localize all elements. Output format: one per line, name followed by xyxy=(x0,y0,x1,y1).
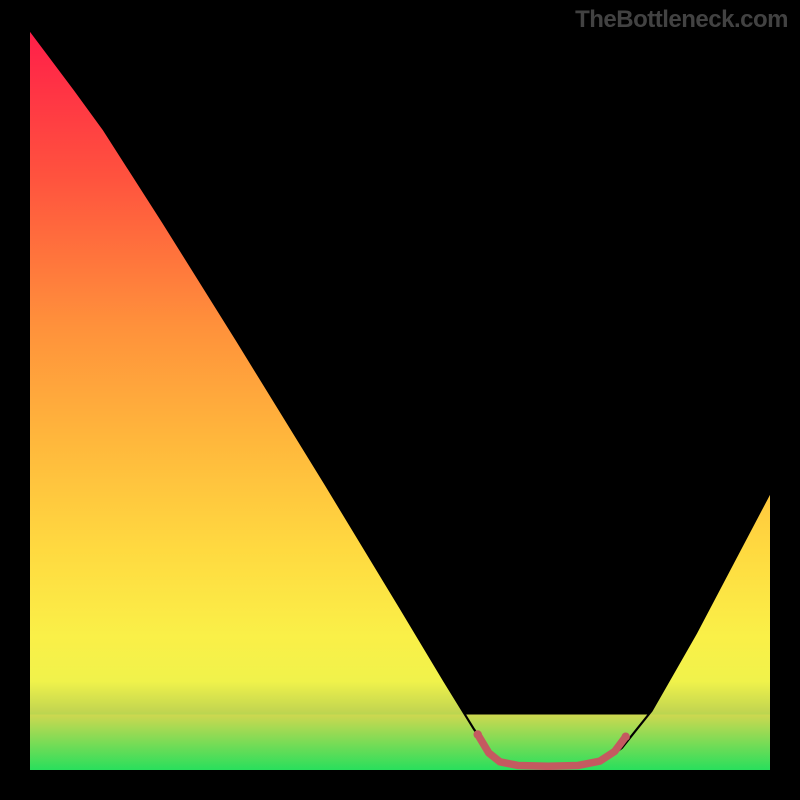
chart-svg xyxy=(30,30,770,770)
gradient-fill xyxy=(30,30,770,770)
base-green-band xyxy=(30,715,770,771)
accent-end-cap xyxy=(622,733,630,741)
gradient-fill-group xyxy=(30,30,770,770)
accent-start-cap xyxy=(474,730,482,738)
watermark-text: TheBottleneck.com xyxy=(575,6,788,34)
plot-area xyxy=(30,30,770,770)
